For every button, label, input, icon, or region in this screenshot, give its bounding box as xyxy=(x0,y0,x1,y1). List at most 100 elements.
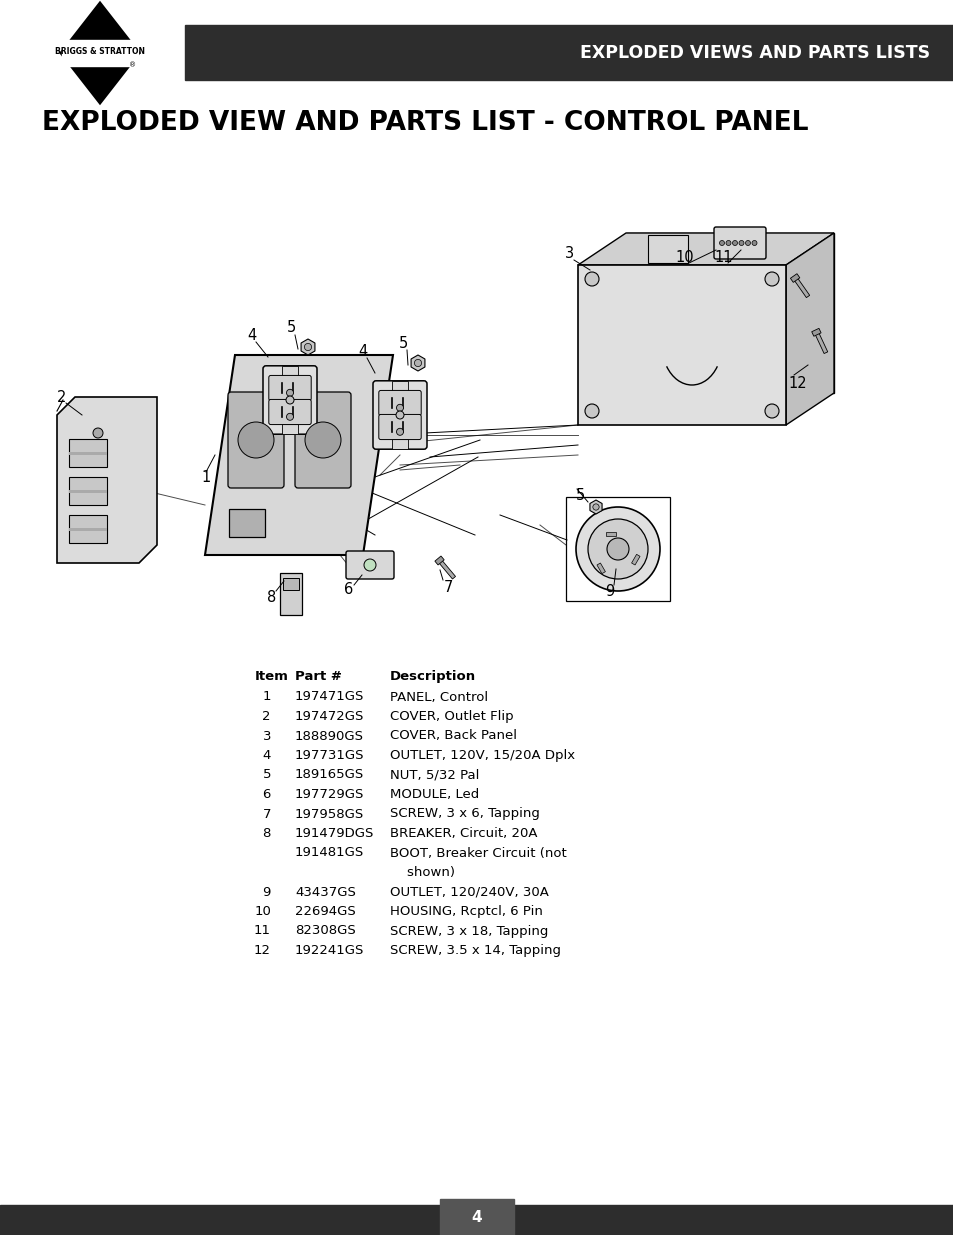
Bar xyxy=(0,1205,953,1235)
Text: 5: 5 xyxy=(262,768,271,782)
Text: BREAKER, Circuit, 20A: BREAKER, Circuit, 20A xyxy=(390,827,537,840)
Text: COVER, Outlet Flip: COVER, Outlet Flip xyxy=(390,710,513,722)
Text: 5: 5 xyxy=(575,488,584,503)
Circle shape xyxy=(286,414,294,420)
Circle shape xyxy=(764,404,779,417)
Bar xyxy=(435,556,444,564)
Text: 22694GS: 22694GS xyxy=(294,905,355,918)
Bar xyxy=(437,559,455,579)
Bar xyxy=(69,515,107,543)
Circle shape xyxy=(237,422,274,458)
Text: 5: 5 xyxy=(398,336,407,351)
Text: 11: 11 xyxy=(714,249,733,264)
Bar xyxy=(790,274,799,283)
Text: EXPLODED VIEWS AND PARTS LISTS: EXPLODED VIEWS AND PARTS LISTS xyxy=(579,44,929,62)
Circle shape xyxy=(286,396,294,404)
Text: 8: 8 xyxy=(267,590,276,605)
Text: 11: 11 xyxy=(253,925,271,937)
FancyBboxPatch shape xyxy=(228,391,284,488)
Text: 191479DGS: 191479DGS xyxy=(294,827,374,840)
Text: SCREW, 3 x 18, Tapping: SCREW, 3 x 18, Tapping xyxy=(390,925,548,937)
Text: SCREW, 3 x 6, Tapping: SCREW, 3 x 6, Tapping xyxy=(390,808,539,820)
Bar xyxy=(69,477,107,505)
Circle shape xyxy=(396,429,403,435)
Bar xyxy=(69,529,107,531)
Text: 192241GS: 192241GS xyxy=(294,944,364,957)
Polygon shape xyxy=(205,354,393,555)
Text: 188890GS: 188890GS xyxy=(294,730,364,742)
Bar xyxy=(69,438,107,467)
FancyBboxPatch shape xyxy=(269,375,311,400)
Polygon shape xyxy=(61,2,139,103)
Bar xyxy=(69,452,107,454)
Bar xyxy=(793,278,809,298)
Text: 2: 2 xyxy=(262,710,271,722)
Bar xyxy=(69,490,107,493)
Text: 4: 4 xyxy=(358,343,367,358)
Text: Item: Item xyxy=(254,671,289,683)
Polygon shape xyxy=(785,233,833,425)
Text: 43437GS: 43437GS xyxy=(294,885,355,899)
Text: 7: 7 xyxy=(443,579,453,594)
Circle shape xyxy=(396,404,403,411)
FancyBboxPatch shape xyxy=(373,380,427,450)
Polygon shape xyxy=(625,233,833,393)
Text: 1: 1 xyxy=(262,690,271,704)
Circle shape xyxy=(744,241,750,246)
Bar xyxy=(392,438,408,448)
Bar xyxy=(392,382,408,391)
Text: 197958GS: 197958GS xyxy=(294,808,364,820)
Text: Part #: Part # xyxy=(294,671,341,683)
Bar xyxy=(282,424,297,433)
Circle shape xyxy=(286,389,294,396)
Polygon shape xyxy=(578,266,785,425)
Circle shape xyxy=(606,538,628,559)
Circle shape xyxy=(576,508,659,592)
Text: 9: 9 xyxy=(605,583,614,599)
Circle shape xyxy=(584,404,598,417)
Text: NUT, 5/32 Pal: NUT, 5/32 Pal xyxy=(390,768,478,782)
Bar xyxy=(631,555,639,564)
Text: 197731GS: 197731GS xyxy=(294,748,364,762)
Text: OUTLET, 120/240V, 30A: OUTLET, 120/240V, 30A xyxy=(390,885,548,899)
Text: 4: 4 xyxy=(471,1209,482,1224)
Circle shape xyxy=(364,559,375,571)
Text: 5: 5 xyxy=(286,320,295,335)
Circle shape xyxy=(719,241,723,246)
Text: 82308GS: 82308GS xyxy=(294,925,355,937)
Text: 197472GS: 197472GS xyxy=(294,710,364,722)
Circle shape xyxy=(305,422,340,458)
Bar xyxy=(185,25,953,80)
Text: 6: 6 xyxy=(262,788,271,802)
Circle shape xyxy=(587,519,647,579)
Text: Description: Description xyxy=(390,671,476,683)
Text: 12: 12 xyxy=(253,944,271,957)
Bar xyxy=(647,235,687,263)
Bar xyxy=(62,40,138,65)
Bar xyxy=(811,329,821,336)
Circle shape xyxy=(725,241,730,246)
Circle shape xyxy=(92,429,103,438)
Polygon shape xyxy=(578,233,833,266)
Bar xyxy=(439,1199,514,1235)
Text: 197729GS: 197729GS xyxy=(294,788,364,802)
Text: 8: 8 xyxy=(262,827,271,840)
Polygon shape xyxy=(62,54,138,103)
Text: shown): shown) xyxy=(390,866,455,879)
Bar xyxy=(597,563,605,574)
Text: 6: 6 xyxy=(344,583,354,598)
Text: EXPLODED VIEW AND PARTS LIST - CONTROL PANEL: EXPLODED VIEW AND PARTS LIST - CONTROL P… xyxy=(42,110,807,136)
Bar xyxy=(280,573,302,615)
Text: 10: 10 xyxy=(253,905,271,918)
Text: 191481GS: 191481GS xyxy=(294,846,364,860)
FancyBboxPatch shape xyxy=(269,399,311,425)
Polygon shape xyxy=(57,396,157,563)
Text: 3: 3 xyxy=(262,730,271,742)
Text: BOOT, Breaker Circuit (not: BOOT, Breaker Circuit (not xyxy=(390,846,566,860)
Text: 12: 12 xyxy=(788,375,806,390)
Circle shape xyxy=(739,241,743,246)
Text: 189165GS: 189165GS xyxy=(294,768,364,782)
Text: 10: 10 xyxy=(675,249,694,264)
Bar xyxy=(282,367,297,377)
FancyBboxPatch shape xyxy=(713,227,765,259)
